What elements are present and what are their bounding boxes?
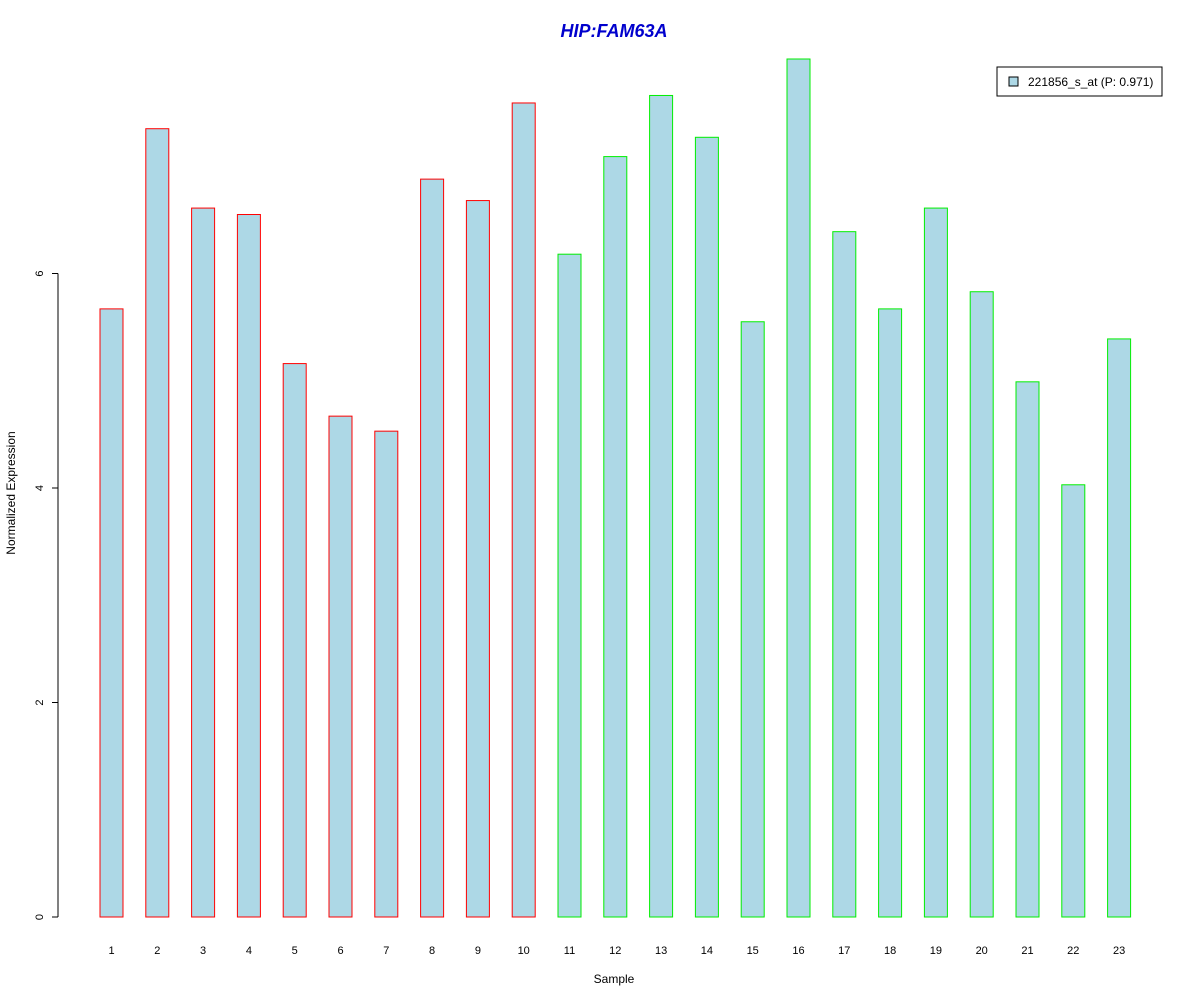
- x-tick-label: 8: [429, 945, 435, 957]
- x-tick-label: 21: [1021, 945, 1033, 957]
- bar-sample-16: [786, 58, 811, 918]
- bar-sample-3: [191, 207, 216, 918]
- x-tick-labels: 1 2 3 4 5 6 7 8 9 10 11 12 13 14 15 16 17 18 19 20 21 22 23: [108, 945, 1125, 957]
- x-tick-label: 13: [655, 945, 667, 957]
- y-axis-label: Normalized Expression: [4, 431, 18, 554]
- bar-sample-7: [374, 430, 399, 918]
- x-tick-label: 12: [609, 945, 621, 957]
- bar-sample-9: [465, 200, 490, 918]
- x-tick-label: 23: [1113, 945, 1125, 957]
- bar-sample-13: [649, 94, 674, 918]
- bar-sample-4: [236, 214, 261, 918]
- bar-sample-10: [511, 102, 536, 918]
- bar-sample-11: [557, 253, 582, 918]
- bar-sample-1: [99, 308, 124, 918]
- x-tick-label: 14: [701, 945, 713, 957]
- x-tick-label: 3: [200, 945, 206, 957]
- legend-box: [996, 66, 1163, 97]
- x-axis-label: Sample: [594, 972, 635, 986]
- bar-sample-18: [878, 308, 903, 918]
- bar-sample-19: [923, 207, 948, 918]
- x-tick-label: 17: [838, 945, 850, 957]
- x-tick-label: 18: [884, 945, 896, 957]
- bar-sample-15: [740, 321, 765, 918]
- x-tick-label: 5: [292, 945, 298, 957]
- x-tick-label: 19: [930, 945, 942, 957]
- bars-group: [99, 58, 1132, 918]
- x-tick-label: 4: [246, 945, 252, 957]
- bar-sample-2: [145, 128, 170, 918]
- chart-title: HIP:FAM63A: [560, 21, 667, 41]
- legend: 221856_s_at (P: 0.971): [996, 66, 1163, 97]
- bar-sample-22: [1061, 484, 1086, 918]
- x-tick-label: 15: [747, 945, 759, 957]
- y-axis: 0 2 4 6: [34, 270, 59, 920]
- x-tick-label: 11: [564, 945, 575, 957]
- x-tick-label: 6: [337, 945, 343, 957]
- y-tick-label: 4: [34, 485, 46, 491]
- bar-sample-6: [328, 415, 353, 918]
- bar-sample-17: [832, 231, 857, 918]
- y-tick-label: 6: [34, 270, 46, 276]
- bar-sample-21: [1015, 381, 1040, 918]
- x-tick-label: 22: [1067, 945, 1079, 957]
- bar-sample-23: [1107, 338, 1132, 918]
- legend-swatch: [1008, 76, 1019, 87]
- bar-sample-8: [420, 178, 445, 918]
- x-tick-label: 9: [475, 945, 481, 957]
- x-tick-label: 7: [383, 945, 389, 957]
- bar-sample-12: [603, 156, 628, 918]
- bar-sample-14: [694, 136, 719, 918]
- x-tick-label: 10: [518, 945, 530, 957]
- x-tick-label: 20: [976, 945, 988, 957]
- y-tick-label: 2: [34, 699, 46, 705]
- y-tick-label: 0: [34, 914, 46, 920]
- legend-label: 221856_s_at (P: 0.971): [1028, 75, 1153, 89]
- x-tick-label: 2: [154, 945, 160, 957]
- bar-sample-5: [282, 363, 307, 918]
- x-tick-label: 1: [108, 945, 114, 957]
- x-tick-label: 16: [792, 945, 804, 957]
- bar-sample-20: [969, 291, 994, 918]
